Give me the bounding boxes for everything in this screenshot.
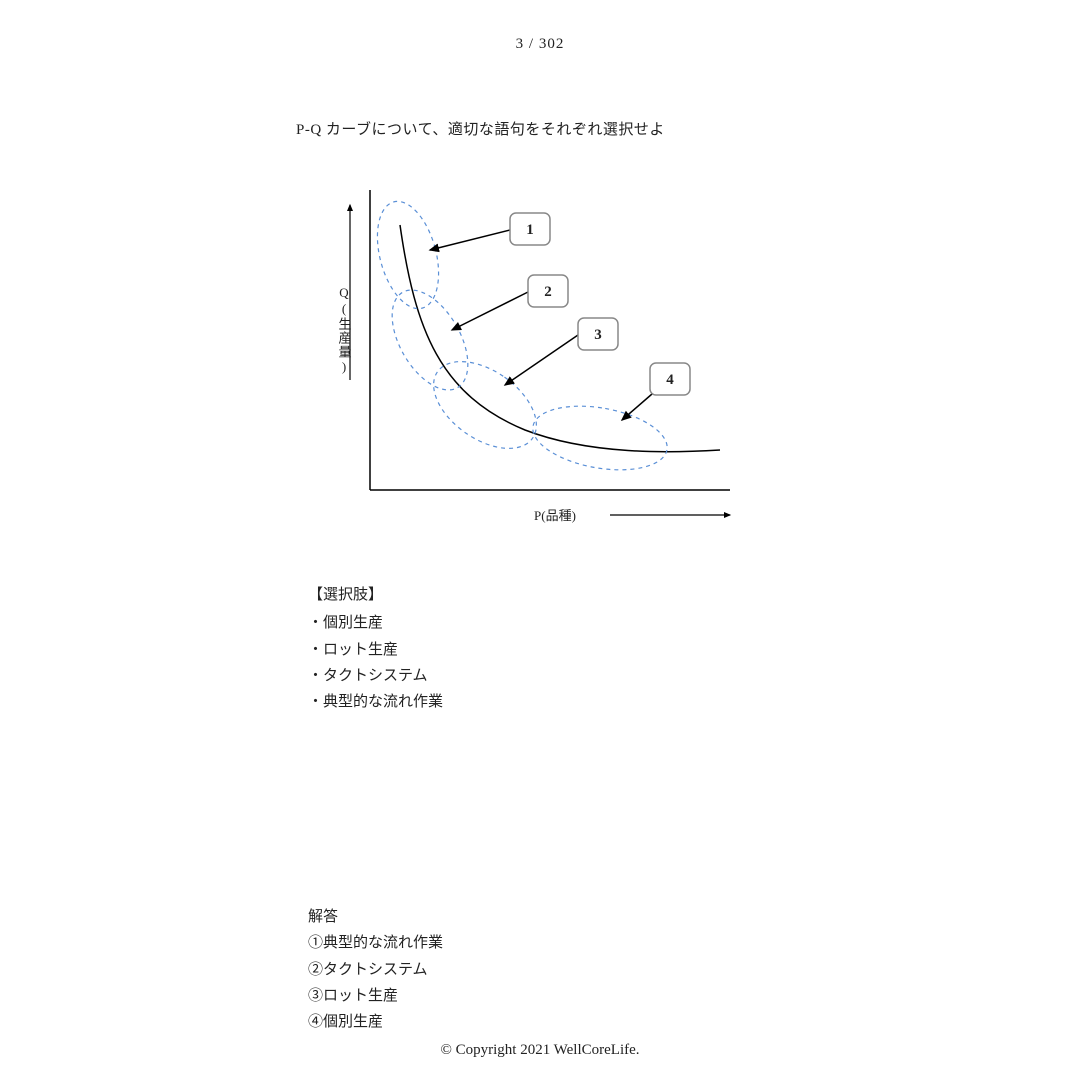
answer-item: ③ロット生産 xyxy=(308,983,443,1009)
svg-text:1: 1 xyxy=(526,222,534,238)
answer-title: 解答 xyxy=(308,904,443,930)
choices-block: 【選択肢】 ・個別生産 ・ロット生産 ・タクトシステム ・典型的な流れ作業 xyxy=(308,582,443,715)
page-root: 3 / 302 P-Q カーブについて、適切な語句をそれぞれ選択せよ P(品種)… xyxy=(0,0,1080,1080)
pq-curve-svg: P(品種) Q(生産量) 1 2 3 4 xyxy=(330,170,750,535)
answer-block: 解答 ①典型的な流れ作業 ②タクトシステム ③ロット生産 ④個別生産 xyxy=(308,904,443,1035)
choice-item: ・典型的な流れ作業 xyxy=(308,689,443,715)
svg-text:Q(生産量): Q(生産量) xyxy=(337,285,352,375)
choice-item: ・ロット生産 xyxy=(308,637,443,663)
choice-item: ・タクトシステム xyxy=(308,663,443,689)
choices-title: 【選択肢】 xyxy=(308,582,443,608)
svg-text:2: 2 xyxy=(544,284,552,300)
svg-text:4: 4 xyxy=(666,372,674,388)
svg-text:P(品種): P(品種) xyxy=(534,508,576,523)
choice-item: ・個別生産 xyxy=(308,610,443,636)
pq-curve-chart: P(品種) Q(生産量) 1 2 3 4 xyxy=(330,170,750,535)
answer-item: ②タクトシステム xyxy=(308,957,443,983)
svg-text:3: 3 xyxy=(594,327,602,343)
answer-item: ④個別生産 xyxy=(308,1009,443,1035)
question-text: P-Q カーブについて、適切な語句をそれぞれ選択せよ xyxy=(296,118,665,139)
page-number: 3 / 302 xyxy=(0,36,1080,53)
copyright: © Copyright 2021 WellCoreLife. xyxy=(0,1042,1080,1059)
answer-item: ①典型的な流れ作業 xyxy=(308,930,443,956)
